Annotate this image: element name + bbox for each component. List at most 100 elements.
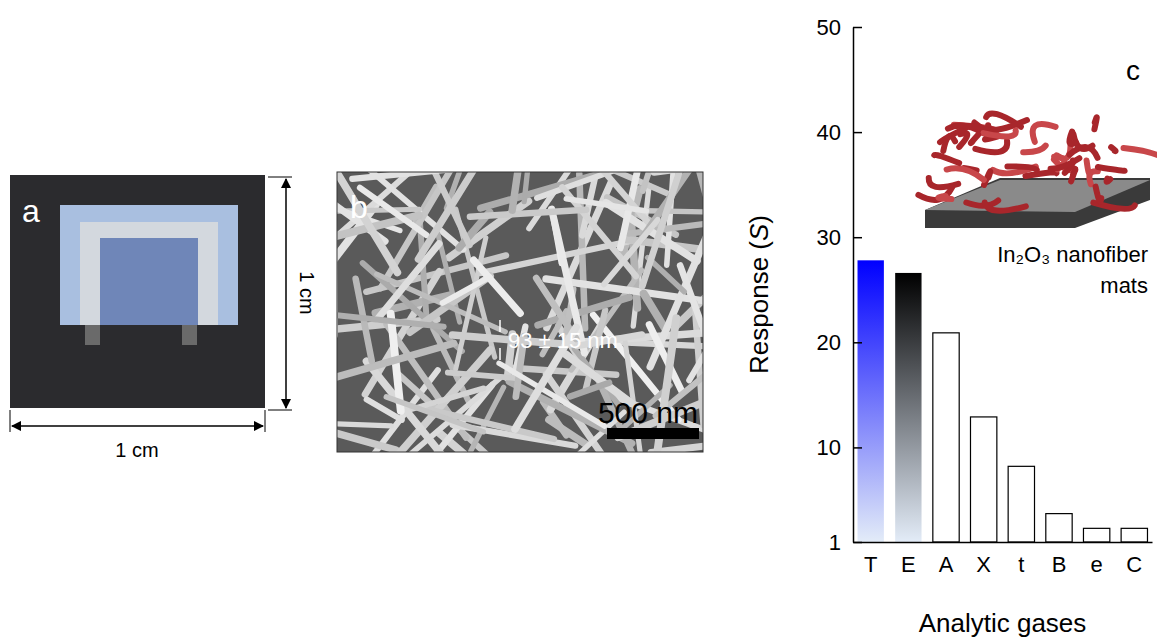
inset-fiber (993, 167, 1036, 174)
sem-fiber (510, 368, 616, 375)
x-tick: t (1018, 542, 1024, 577)
x-tick-label: X (976, 552, 991, 577)
y-tick-label: 50 (817, 15, 841, 40)
dimension-label: 1 cm (115, 439, 158, 461)
electrode-pad (182, 325, 197, 345)
dimension-guide (265, 410, 266, 432)
y-tick-mark (853, 342, 862, 344)
electrode-pad (85, 325, 100, 345)
sensor-substrate (10, 175, 265, 408)
sem-fiber (566, 199, 646, 211)
sem-fiber (604, 220, 658, 285)
sem-fiber (456, 238, 486, 369)
x-axis-line (854, 542, 1153, 544)
bar (858, 260, 884, 542)
x-tick: A (939, 542, 954, 577)
inset-fiber (1094, 117, 1096, 129)
inset-fiber (1007, 166, 1036, 170)
sem-fiber (680, 266, 703, 352)
inset-fiber (918, 187, 952, 200)
inset-fiber (975, 141, 1007, 153)
bar (895, 273, 921, 542)
y-axis-title: Response (S) (744, 215, 774, 374)
inset-fiber (988, 120, 1027, 130)
sem-fiber (642, 172, 689, 286)
x-tick: e (1091, 542, 1103, 577)
x-axis: TEAXtBeC (854, 542, 1153, 577)
sem-fiber (645, 211, 703, 213)
sem-fiber (386, 397, 483, 432)
sem-fiber (689, 332, 703, 380)
y-axis: 1 10 20 30 40 50 (817, 15, 862, 555)
y-tick-label: 30 (817, 225, 841, 250)
inset-illustration (918, 113, 1157, 228)
y-axis-line (853, 28, 855, 543)
inset-fiber (983, 130, 1015, 136)
x-tick-label: t (1018, 552, 1024, 577)
inset-fiber (1098, 167, 1125, 171)
sem-fiber (337, 431, 396, 450)
y-tick-label: 1 (829, 530, 841, 555)
y-tick: 30 (817, 225, 862, 250)
scale-bar (607, 428, 699, 439)
dimension-arrow (12, 425, 263, 427)
sem-fiber (337, 423, 391, 426)
y-tick-label: 20 (817, 330, 841, 355)
panel-a: a1 cm1 cm (10, 175, 318, 461)
x-tick-label: C (1126, 552, 1142, 577)
sem-fiber (443, 277, 490, 303)
inset-fiber (1033, 124, 1056, 142)
diameter-label: 93 ± 15 nm (508, 328, 618, 353)
y-tick: 50 (817, 15, 862, 40)
bar (970, 417, 996, 542)
y-tick: 40 (817, 120, 862, 145)
sensing-area (100, 238, 198, 325)
sem-fiber (337, 311, 444, 327)
inset-fiber (947, 168, 984, 180)
inset-fiber (1025, 172, 1056, 176)
x-tick-label: B (1052, 552, 1067, 577)
scale-bar-label: 500 nm (598, 396, 698, 429)
electrode-outer (60, 205, 238, 325)
inset-substrate (925, 178, 1150, 228)
inset-fiber (938, 196, 951, 199)
x-axis-title: Analytic gases (919, 608, 1087, 638)
y-tick-mark (853, 447, 862, 449)
inset-fiber (1107, 179, 1111, 182)
dimension-arrow (285, 179, 287, 408)
sem-fiber (474, 260, 521, 313)
y-tick-mark (853, 27, 862, 29)
sem-fiber (352, 172, 478, 179)
x-tick-label: A (939, 552, 954, 577)
y-tick-mark (853, 237, 862, 239)
bar (1008, 466, 1034, 542)
y-tick-label: 10 (817, 435, 841, 460)
sem-background (337, 172, 703, 452)
bar (1046, 514, 1072, 542)
x-tick-label: T (864, 552, 877, 577)
x-tick: B (1052, 542, 1067, 577)
inset-fiber (1096, 187, 1102, 202)
panel-c: 11020304050TEAXtBeCResponse (S)Analytic … (744, 15, 1157, 638)
bar (1121, 528, 1147, 542)
inset-fiber (1111, 147, 1115, 151)
sem-border (337, 172, 703, 452)
sem-fiber (470, 210, 586, 217)
electrode-frame (80, 222, 218, 325)
sem-fiber (579, 172, 651, 225)
panel-label: b (350, 189, 368, 225)
sem-fiber (480, 241, 628, 273)
inset-fiber (1087, 160, 1090, 173)
x-tick: T (864, 542, 877, 577)
inset-fiber (943, 136, 955, 151)
inset-fiber (1071, 169, 1075, 181)
panel-b: b 93 ± 15 nm 500 nm (285, 113, 736, 508)
figure: a1 cm1 cmb93 ± 15 nm500 nm11020304050TEA… (0, 0, 1157, 641)
y-tick-mark (853, 132, 862, 134)
inset-fiber (1051, 158, 1080, 169)
panel-label: c (1126, 55, 1140, 86)
x-tick: C (1126, 542, 1142, 577)
inset-fiber (934, 155, 959, 163)
bar (1083, 528, 1109, 542)
sem-fiber (512, 172, 522, 210)
